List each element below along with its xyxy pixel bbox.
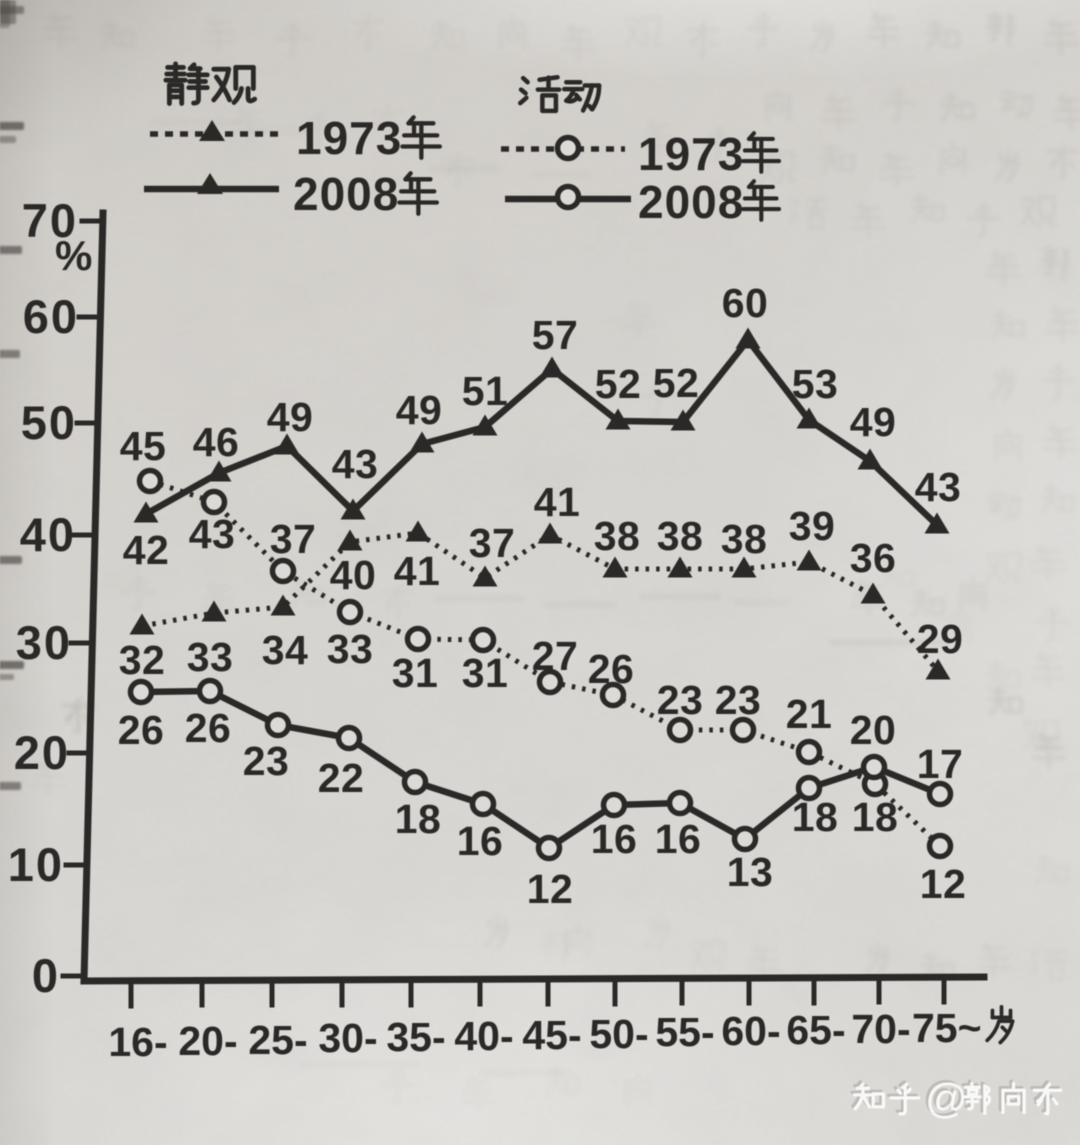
svg-text:49: 49 <box>850 399 897 445</box>
svg-text:35-: 35- <box>386 1014 445 1060</box>
svg-text:37: 37 <box>270 516 317 562</box>
svg-text:39: 39 <box>789 503 836 549</box>
svg-text:60-: 60- <box>721 1008 780 1054</box>
svg-text:18: 18 <box>395 796 442 842</box>
svg-text:2008: 2008 <box>293 168 399 220</box>
svg-text:37: 37 <box>469 520 516 566</box>
svg-text:53: 53 <box>792 361 839 407</box>
svg-text:30: 30 <box>16 616 72 669</box>
svg-text:27: 27 <box>532 633 579 679</box>
svg-text:16: 16 <box>457 818 504 864</box>
svg-text:31: 31 <box>392 650 439 696</box>
svg-text:18: 18 <box>852 794 899 840</box>
svg-text:42: 42 <box>123 527 170 573</box>
svg-text:20-: 20- <box>178 1018 237 1064</box>
svg-text:52: 52 <box>653 360 700 406</box>
svg-text:45-: 45- <box>522 1012 581 1058</box>
svg-text:26: 26 <box>588 646 635 692</box>
svg-text:26: 26 <box>118 707 165 753</box>
svg-text:38: 38 <box>721 516 768 562</box>
svg-text:@: @ <box>923 1073 966 1120</box>
svg-text:22: 22 <box>318 755 365 801</box>
svg-text:70-: 70- <box>851 1006 910 1052</box>
svg-text:55-: 55- <box>655 1009 714 1055</box>
svg-text:51: 51 <box>462 368 509 414</box>
svg-text:16: 16 <box>591 816 638 862</box>
svg-text:2008: 2008 <box>638 176 744 228</box>
svg-text:%: % <box>55 232 92 279</box>
svg-text:52: 52 <box>595 361 642 407</box>
svg-text:12: 12 <box>527 866 574 912</box>
svg-text:1973: 1973 <box>296 112 402 164</box>
svg-text:20: 20 <box>850 707 897 753</box>
svg-text:43: 43 <box>189 511 236 557</box>
svg-text:75~: 75~ <box>912 1005 982 1051</box>
svg-text:38: 38 <box>594 513 641 559</box>
svg-text:10: 10 <box>8 838 64 891</box>
svg-text:21: 21 <box>786 691 833 737</box>
svg-text:17: 17 <box>917 741 964 787</box>
svg-text:49: 49 <box>267 394 314 440</box>
svg-text:1973: 1973 <box>638 128 744 180</box>
svg-text:40: 40 <box>20 508 76 561</box>
svg-text:57: 57 <box>532 312 579 358</box>
svg-text:38: 38 <box>657 513 704 559</box>
svg-text:12: 12 <box>920 861 967 907</box>
svg-text:23: 23 <box>715 677 762 723</box>
svg-text:29: 29 <box>917 616 964 662</box>
svg-text:34: 34 <box>262 627 309 673</box>
svg-text:@: @ <box>925 1075 968 1122</box>
svg-text:23: 23 <box>243 738 290 784</box>
svg-text:43: 43 <box>332 441 379 487</box>
svg-text:32: 32 <box>119 637 166 683</box>
svg-text:60: 60 <box>722 280 769 326</box>
svg-text:18: 18 <box>792 794 839 840</box>
svg-text:50: 50 <box>21 396 77 449</box>
svg-text:33: 33 <box>327 626 374 672</box>
svg-text:49: 49 <box>396 387 443 433</box>
svg-text:16: 16 <box>655 816 702 862</box>
svg-text:40-: 40- <box>454 1013 513 1059</box>
svg-text:45: 45 <box>120 423 167 469</box>
svg-text:65-: 65- <box>786 1007 845 1053</box>
svg-text:43: 43 <box>915 464 962 510</box>
svg-text:41: 41 <box>534 479 581 525</box>
svg-text:23: 23 <box>657 677 704 723</box>
svg-text:20: 20 <box>14 726 70 779</box>
svg-text:0: 0 <box>32 949 60 1002</box>
svg-text:25-: 25- <box>248 1017 307 1063</box>
svg-text:41: 41 <box>394 548 441 594</box>
svg-text:31: 31 <box>462 650 509 696</box>
svg-text:70: 70 <box>22 194 78 247</box>
svg-text:60: 60 <box>23 290 79 343</box>
svg-text:26: 26 <box>185 705 232 751</box>
svg-text:16-: 16- <box>108 1019 167 1065</box>
svg-text:46: 46 <box>193 419 240 465</box>
svg-text:33: 33 <box>187 634 234 680</box>
svg-text:50-: 50- <box>589 1011 648 1057</box>
svg-text:40: 40 <box>330 552 377 598</box>
svg-text:30-: 30- <box>318 1015 377 1061</box>
svg-text:36: 36 <box>850 535 897 581</box>
svg-text:13: 13 <box>727 849 774 895</box>
